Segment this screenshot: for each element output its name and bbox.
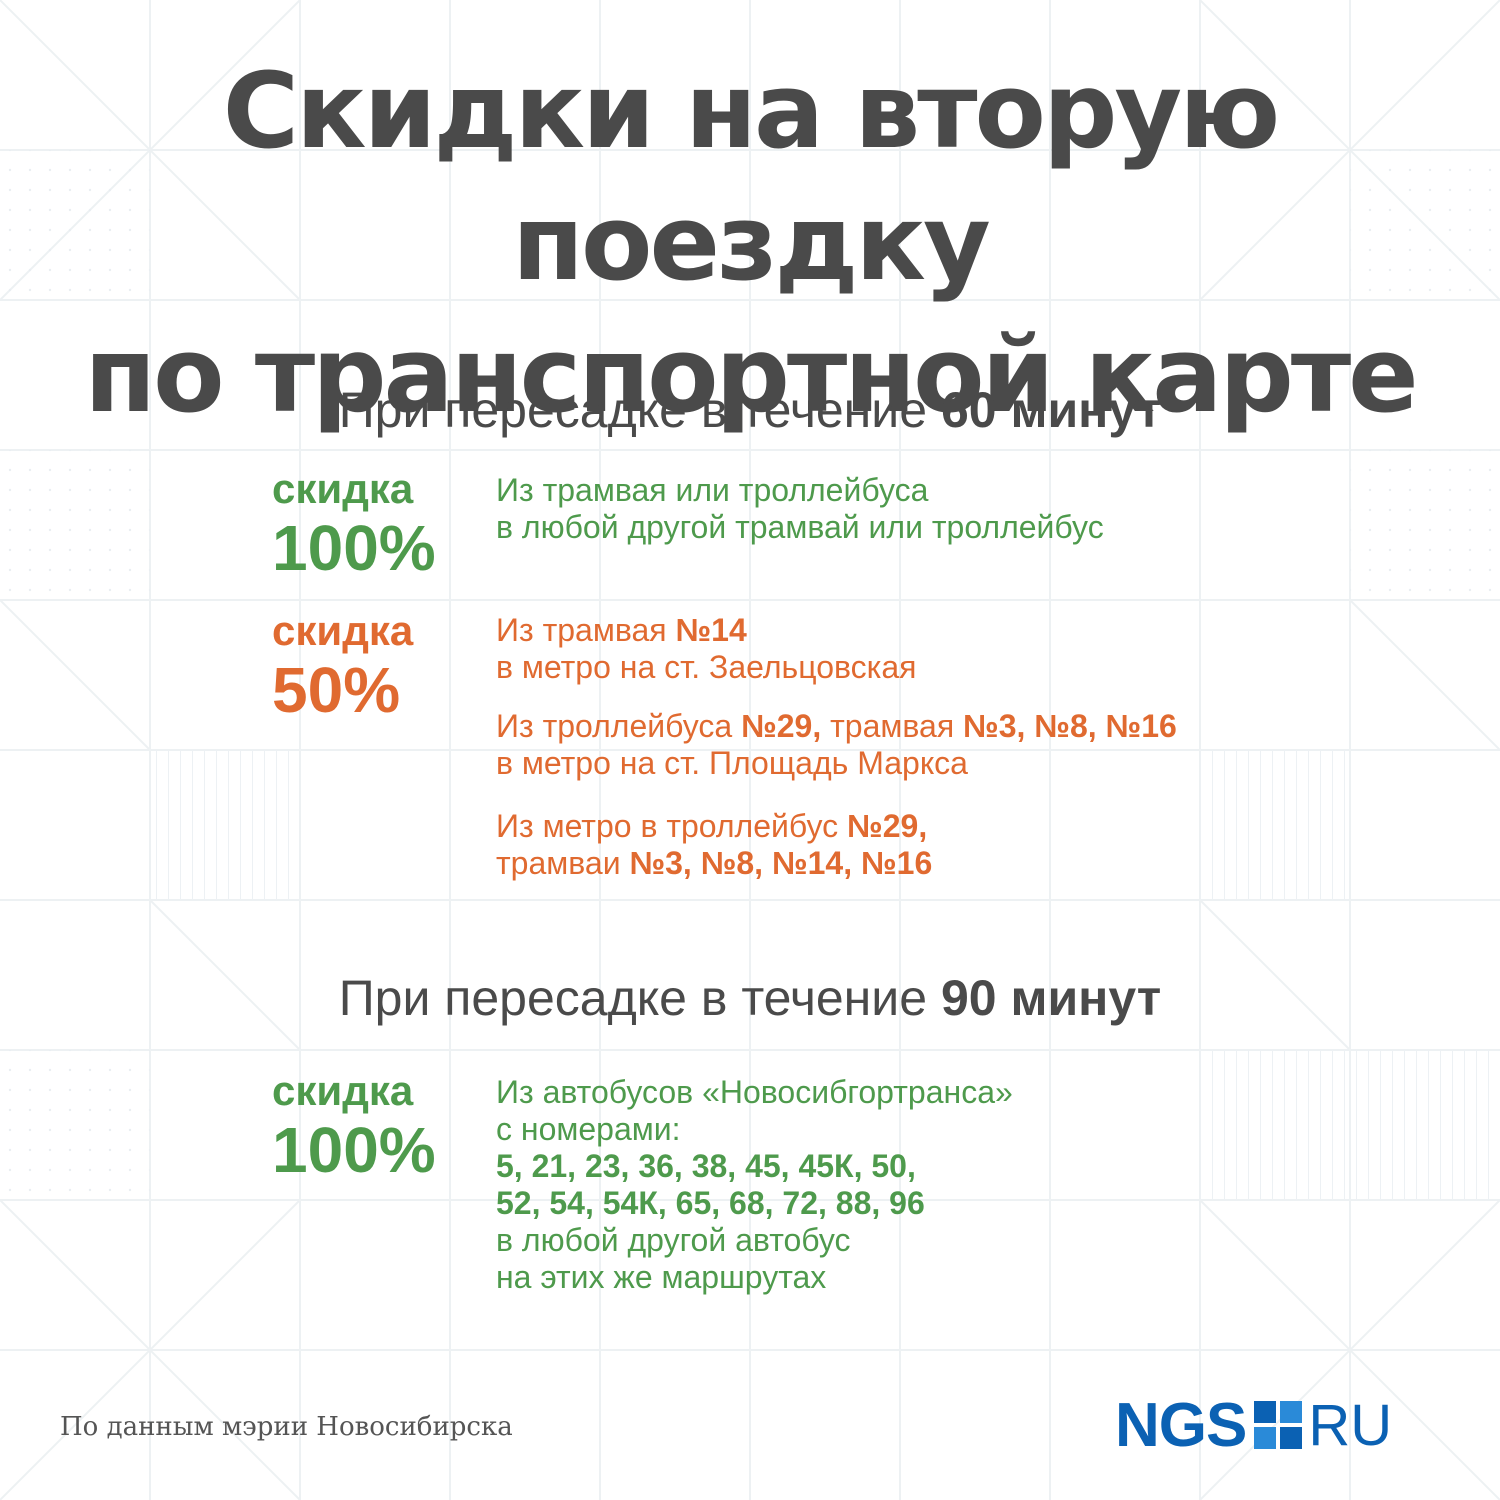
discount-label: скидка	[272, 607, 414, 654]
route-line: в любой другой автобус	[496, 1222, 851, 1258]
section-90-heading-prefix: При пересадке в течение	[338, 970, 928, 1026]
route-line: Из метро в троллейбус №29,	[496, 808, 928, 844]
section-90-heading: При пересадке в течение 90 минут	[0, 968, 1500, 1028]
route-line: в любой другой трамвай или троллейбус	[496, 509, 1104, 545]
title-line-2: по транспортной карте	[84, 314, 1418, 436]
route-trolleybus-29: Из троллейбуса №29, трамвая №3, №8, №16 …	[496, 708, 1396, 782]
discount-label: скидка	[272, 1067, 414, 1114]
ngs-logo: NGS RU	[1115, 1390, 1392, 1460]
discount-50-60: скидка 50%	[272, 607, 414, 727]
route-line: в метро на ст. Площадь Маркса	[496, 745, 968, 781]
section-60-heading-bold: 60 минут	[940, 382, 1162, 438]
logo-ru-text: RU	[1308, 1392, 1393, 1458]
section-60-heading-prefix: При пересадке в течение	[338, 382, 928, 438]
route-line: на этих же маршрутах	[496, 1259, 827, 1295]
route-line: Из троллейбуса №29, трамвая №3, №8, №16	[496, 708, 1177, 744]
discount-value: 50%	[272, 654, 401, 726]
title-line-1: Скидки на вторую поездку	[222, 50, 1281, 304]
route-line: Из трамвая или троллейбуса	[496, 472, 929, 508]
section-60-heading: При пересадке в течение 60 минут	[0, 380, 1500, 440]
route-line: с номерами:	[496, 1111, 681, 1147]
logo-ngs-text: NGS	[1115, 1390, 1247, 1460]
section-90-heading-bold: 90 минут	[940, 970, 1162, 1026]
route-line: Из автобусов «Новосибгортранса»	[496, 1074, 1013, 1110]
discount-label: скидка	[272, 465, 414, 512]
discount-value: 100%	[272, 512, 436, 584]
discount-100-60: скидка 100%	[272, 465, 436, 585]
route-numbers: 52, 54, 54К, 65, 68, 72, 88, 96	[496, 1185, 925, 1221]
route-line: трамваи №3, №8, №14, №16	[496, 845, 933, 881]
source-note: По данным мэрии Новосибирска	[60, 1412, 513, 1442]
route-line: в метро на ст. Заельцовская	[496, 649, 917, 685]
route-metro: Из метро в троллейбус №29, трамваи №3, №…	[496, 808, 1396, 882]
route-line: Из трамвая №14	[496, 612, 747, 648]
discount-value: 100%	[272, 1114, 436, 1186]
logo-squares-icon	[1254, 1401, 1303, 1449]
page-title: Скидки на вторую поездку по транспортной…	[0, 45, 1500, 441]
discount-100-90: скидка 100%	[272, 1067, 436, 1187]
route-buses: Из автобусов «Новосибгортранса» с номера…	[496, 1074, 1396, 1296]
route-numbers: 5, 21, 23, 36, 38, 45, 45К, 50,	[496, 1148, 916, 1184]
route-tram-trolleybus: Из трамвая или троллейбуса в любой друго…	[496, 472, 1396, 546]
route-tram-14: Из трамвая №14 в метро на ст. Заельцовск…	[496, 612, 1396, 686]
